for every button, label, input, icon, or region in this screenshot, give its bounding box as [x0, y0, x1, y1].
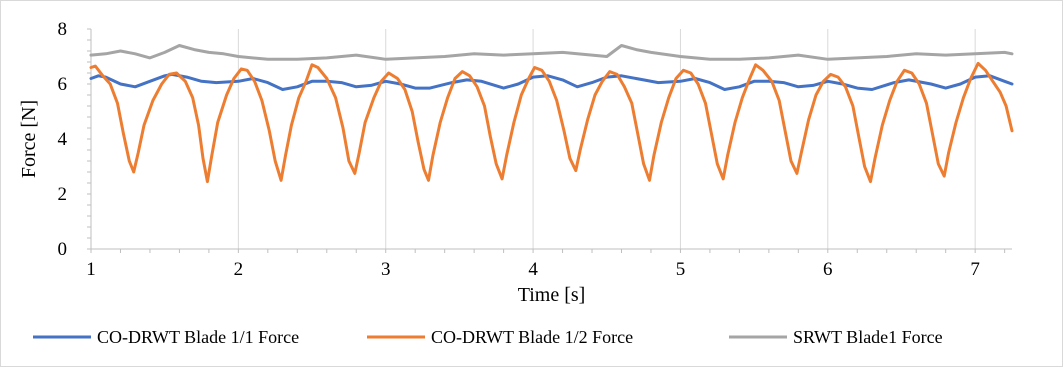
legend-label: CO-DRWT Blade 1/2 Force	[431, 327, 633, 347]
x-tick-label: 5	[676, 259, 686, 280]
tick-label-layer: 1 2 3 4 5 6 7 0 2 4 6 8	[58, 19, 980, 280]
x-tick-label: 6	[823, 259, 833, 280]
axis-layer	[87, 28, 1012, 253]
x-tick-label: 7	[970, 259, 980, 280]
x-tick-label: 1	[86, 259, 96, 280]
x-tick-label: 4	[528, 259, 538, 280]
legend: CO-DRWT Blade 1/1 Force CO-DRWT Blade 1/2…	[33, 327, 943, 347]
x-tick-label: 3	[381, 259, 391, 280]
y-tick-label: 6	[58, 74, 68, 95]
grid-layer	[237, 29, 976, 249]
series-layer	[89, 44, 1014, 184]
x-tick-label: 2	[234, 259, 244, 280]
legend-label: CO-DRWT Blade 1/1 Force	[97, 327, 299, 347]
series-line-3	[89, 44, 1014, 61]
series-line-2	[89, 61, 1014, 184]
y-tick-label: 4	[58, 129, 68, 150]
y-tick-label: 8	[58, 19, 68, 40]
y-axis-title: Force [N]	[18, 100, 40, 178]
y-tick-label: 0	[58, 239, 68, 260]
legend-label: SRWT Blade1 Force	[793, 327, 943, 347]
x-axis-title: Time [s]	[518, 284, 586, 306]
y-tick-label: 2	[58, 184, 68, 205]
series-line-1	[89, 72, 1014, 91]
